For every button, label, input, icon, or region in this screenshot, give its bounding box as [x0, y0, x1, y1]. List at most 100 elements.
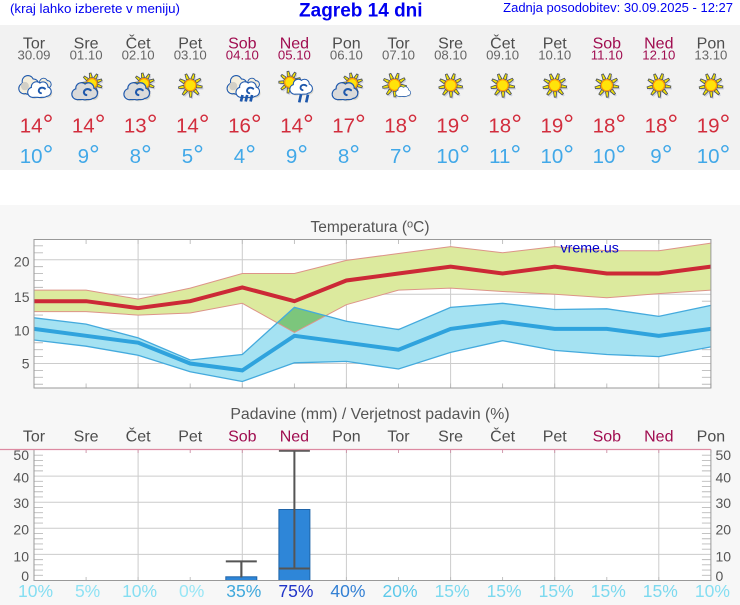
svg-text:10%: 10%	[122, 581, 157, 600]
svg-text:Sob: Sob	[228, 35, 257, 52]
svg-text:05.10: 05.10	[278, 47, 311, 62]
svg-text:16°: 16°	[228, 109, 262, 139]
svg-text:18°: 18°	[645, 109, 679, 139]
svg-text:Sob: Sob	[228, 429, 257, 446]
svg-text:0%: 0%	[179, 581, 204, 600]
svg-text:10°: 10°	[540, 140, 574, 170]
svg-text:0: 0	[21, 568, 29, 584]
svg-text:Temperatura (oC): Temperatura (oC)	[311, 219, 430, 236]
svg-text:18°: 18°	[384, 109, 418, 139]
svg-text:15%: 15%	[539, 581, 574, 600]
svg-text:Ned: Ned	[644, 429, 673, 446]
svg-text:35%: 35%	[226, 581, 261, 600]
svg-text:10°: 10°	[436, 140, 470, 170]
svg-text:11°: 11°	[489, 140, 521, 170]
svg-text:Tor: Tor	[23, 35, 46, 52]
svg-text:17°: 17°	[332, 109, 366, 139]
svg-text:10: 10	[716, 548, 732, 564]
svg-text:(kraj lahko izberete v meniju): (kraj lahko izberete v meniju)	[10, 1, 180, 16]
svg-text:Pon: Pon	[697, 35, 725, 52]
svg-text:Čet: Čet	[490, 33, 515, 52]
svg-text:5°: 5°	[182, 140, 204, 170]
svg-text:09.10: 09.10	[486, 47, 519, 62]
svg-text:Sob: Sob	[593, 35, 622, 52]
svg-text:15%: 15%	[487, 581, 522, 600]
svg-text:Sre: Sre	[438, 429, 463, 446]
svg-text:Pet: Pet	[543, 429, 568, 446]
svg-text:19°: 19°	[436, 109, 470, 139]
svg-text:75%: 75%	[278, 581, 313, 600]
svg-text:10°: 10°	[20, 140, 54, 170]
svg-text:20: 20	[716, 522, 732, 538]
svg-text:08.10: 08.10	[434, 47, 467, 62]
svg-text:10.10: 10.10	[538, 47, 571, 62]
svg-text:Tor: Tor	[23, 429, 46, 446]
svg-text:15%: 15%	[643, 581, 678, 600]
svg-text:01.10: 01.10	[70, 47, 103, 62]
svg-text:15: 15	[14, 289, 30, 305]
svg-text:30: 30	[13, 495, 29, 511]
svg-text:Tor: Tor	[387, 35, 410, 52]
svg-text:12.10: 12.10	[642, 47, 675, 62]
svg-text:13.10: 13.10	[694, 47, 727, 62]
svg-text:40%: 40%	[330, 581, 365, 600]
svg-text:Ned: Ned	[280, 35, 309, 52]
svg-text:8°: 8°	[338, 140, 360, 170]
svg-text:4°: 4°	[234, 140, 256, 170]
svg-text:15%: 15%	[435, 581, 470, 600]
svg-text:Sob: Sob	[593, 429, 622, 446]
svg-text:9°: 9°	[78, 140, 100, 170]
svg-text:40: 40	[716, 470, 732, 486]
svg-text:Pon: Pon	[697, 429, 725, 446]
svg-text:Ned: Ned	[280, 429, 309, 446]
svg-text:03.10: 03.10	[174, 47, 207, 62]
svg-text:8°: 8°	[130, 140, 152, 170]
svg-text:Sre: Sre	[74, 35, 99, 52]
svg-text:10°: 10°	[697, 140, 731, 170]
svg-text:10: 10	[13, 548, 29, 564]
svg-text:30: 30	[716, 495, 732, 511]
svg-text:Zagreb 14 dni: Zagreb 14 dni	[299, 0, 423, 21]
svg-text:04.10: 04.10	[226, 47, 259, 62]
svg-text:14°: 14°	[72, 109, 106, 139]
svg-text:50: 50	[13, 447, 29, 463]
svg-text:40: 40	[13, 470, 29, 486]
svg-text:9°: 9°	[650, 140, 672, 170]
svg-text:11.10: 11.10	[591, 47, 623, 62]
svg-text:10°: 10°	[593, 140, 627, 170]
svg-text:20%: 20%	[382, 581, 417, 600]
svg-text:7°: 7°	[390, 140, 412, 170]
svg-text:10: 10	[14, 322, 30, 338]
svg-text:15%: 15%	[591, 581, 626, 600]
svg-text:50: 50	[716, 447, 732, 463]
svg-text:5: 5	[22, 356, 30, 372]
svg-text:Zadnja posodobitev: 30.09.2025: Zadnja posodobitev: 30.09.2025 - 12:27	[503, 0, 733, 15]
svg-text:Sre: Sre	[74, 429, 99, 446]
svg-text:10%: 10%	[695, 581, 730, 600]
svg-text:14°: 14°	[20, 109, 54, 139]
svg-text:07.10: 07.10	[382, 47, 415, 62]
svg-text:Pet: Pet	[543, 35, 568, 52]
svg-text:Pet: Pet	[178, 35, 203, 52]
svg-text:Pet: Pet	[178, 429, 203, 446]
svg-text:30.09: 30.09	[17, 47, 50, 62]
svg-text:vreme.us: vreme.us	[561, 241, 619, 257]
svg-text:9°: 9°	[286, 140, 308, 170]
svg-text:10%: 10%	[18, 581, 53, 600]
svg-text:14°: 14°	[176, 109, 210, 139]
svg-text:Sre: Sre	[438, 35, 463, 52]
svg-text:06.10: 06.10	[330, 47, 363, 62]
svg-text:Čet: Čet	[126, 427, 151, 446]
svg-text:5%: 5%	[75, 581, 100, 600]
svg-text:13°: 13°	[124, 109, 158, 139]
svg-text:02.10: 02.10	[122, 47, 155, 62]
svg-text:19°: 19°	[540, 109, 574, 139]
svg-text:Čet: Čet	[126, 33, 151, 52]
svg-text:20: 20	[13, 522, 29, 538]
svg-text:14°: 14°	[280, 109, 314, 139]
svg-text:Čet: Čet	[490, 427, 515, 446]
svg-text:Pon: Pon	[332, 429, 360, 446]
svg-text:0: 0	[716, 568, 724, 584]
svg-text:Ned: Ned	[644, 35, 673, 52]
svg-text:18°: 18°	[593, 109, 627, 139]
